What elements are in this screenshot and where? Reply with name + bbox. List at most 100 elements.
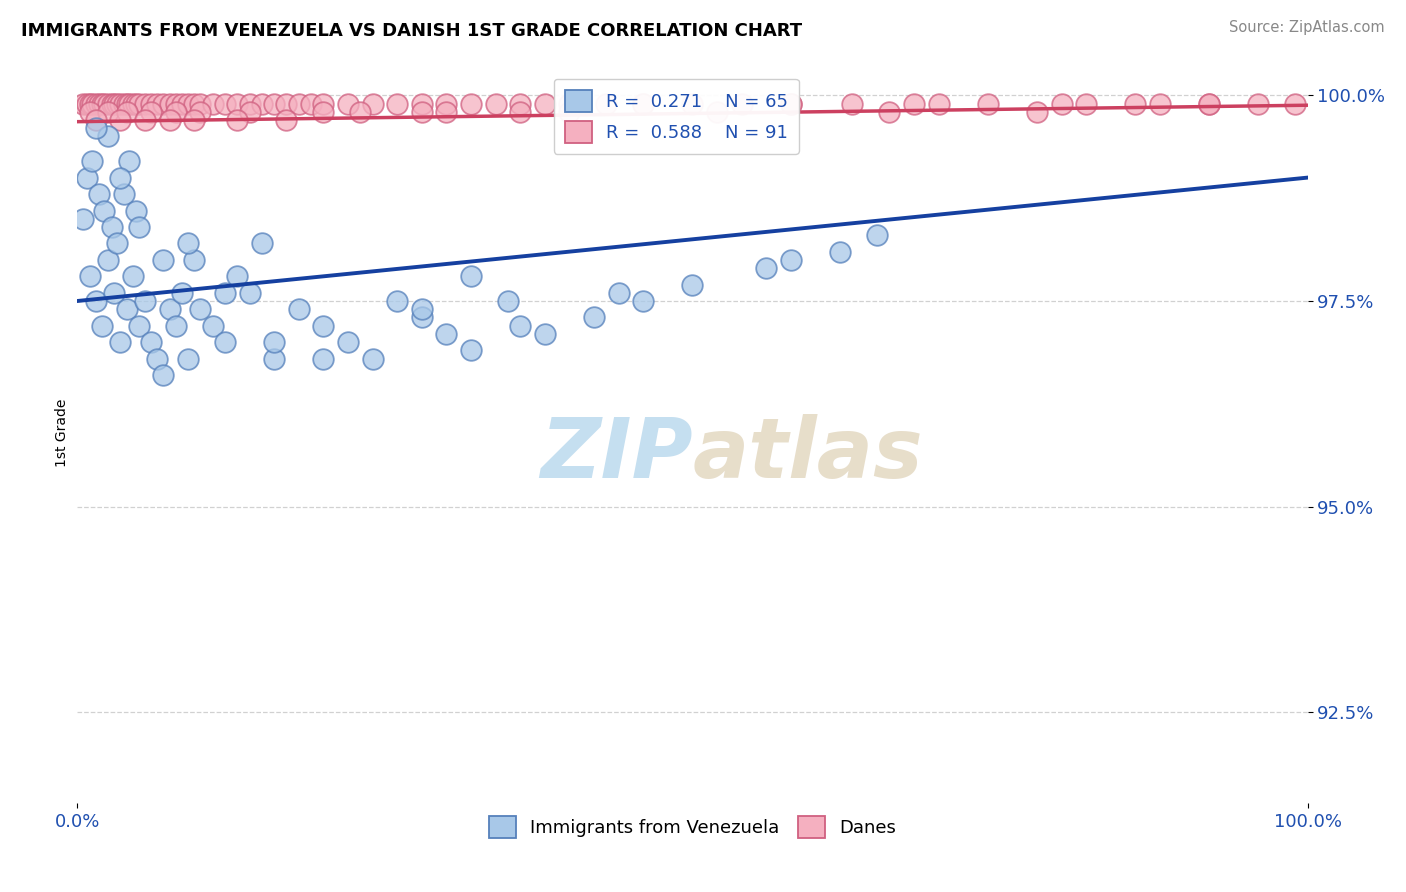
Point xyxy=(141,96,163,111)
Point xyxy=(93,96,115,111)
Point xyxy=(239,285,262,300)
Point xyxy=(411,302,433,317)
Point xyxy=(977,96,1000,111)
Point xyxy=(90,96,114,111)
Point xyxy=(1284,96,1306,111)
Point xyxy=(411,310,433,325)
Point xyxy=(349,104,371,119)
Point xyxy=(411,104,433,119)
Point xyxy=(84,121,107,136)
Point xyxy=(509,96,531,111)
Point xyxy=(903,96,925,111)
Point xyxy=(214,285,236,300)
Point xyxy=(115,302,138,317)
Point xyxy=(121,269,143,284)
Point xyxy=(76,170,98,185)
Point xyxy=(112,187,135,202)
Point xyxy=(103,96,125,111)
Point xyxy=(90,318,114,333)
Text: ZIP: ZIP xyxy=(540,414,693,495)
Point xyxy=(312,318,335,333)
Point xyxy=(288,96,311,111)
Point xyxy=(385,293,409,308)
Point xyxy=(755,261,778,276)
Point xyxy=(312,351,335,366)
Point xyxy=(276,113,298,128)
Point xyxy=(170,96,193,111)
Point xyxy=(79,96,101,111)
Point xyxy=(165,318,187,333)
Point xyxy=(201,318,224,333)
Point xyxy=(79,104,101,119)
Point xyxy=(780,96,803,111)
Point xyxy=(152,252,174,267)
Point xyxy=(633,96,655,111)
Point xyxy=(128,96,150,111)
Point xyxy=(866,228,889,243)
Point xyxy=(534,96,557,111)
Point xyxy=(226,113,249,128)
Point xyxy=(128,219,150,234)
Point xyxy=(134,113,156,128)
Point xyxy=(460,269,482,284)
Point xyxy=(72,211,94,226)
Point xyxy=(682,96,704,111)
Point xyxy=(115,96,138,111)
Point xyxy=(134,96,156,111)
Point xyxy=(177,236,200,251)
Legend: Immigrants from Venezuela, Danes: Immigrants from Venezuela, Danes xyxy=(482,809,903,846)
Point xyxy=(385,96,409,111)
Point xyxy=(633,96,655,111)
Point xyxy=(170,285,193,300)
Point xyxy=(299,96,322,111)
Point xyxy=(141,104,163,119)
Point xyxy=(558,96,581,111)
Point xyxy=(214,335,236,350)
Point xyxy=(312,96,335,111)
Point xyxy=(177,96,200,111)
Point xyxy=(188,104,212,119)
Point xyxy=(276,96,298,111)
Point xyxy=(183,96,205,111)
Point xyxy=(121,96,143,111)
Point xyxy=(101,219,124,234)
Point xyxy=(1076,96,1098,111)
Point xyxy=(159,302,181,317)
Point xyxy=(263,335,285,350)
Point xyxy=(1125,96,1147,111)
Point xyxy=(118,96,141,111)
Point xyxy=(1149,96,1171,111)
Point xyxy=(1026,104,1049,119)
Point xyxy=(509,104,531,119)
Point xyxy=(436,104,458,119)
Point xyxy=(146,96,169,111)
Text: IMMIGRANTS FROM VENEZUELA VS DANISH 1ST GRADE CORRELATION CHART: IMMIGRANTS FROM VENEZUELA VS DANISH 1ST … xyxy=(21,22,803,40)
Point xyxy=(263,96,285,111)
Point xyxy=(1198,96,1220,111)
Point xyxy=(165,96,187,111)
Point xyxy=(97,96,120,111)
Point xyxy=(105,236,128,251)
Point xyxy=(183,113,205,128)
Point xyxy=(82,154,104,169)
Point xyxy=(84,113,107,128)
Point xyxy=(312,104,335,119)
Point xyxy=(101,96,124,111)
Point xyxy=(263,351,285,366)
Point xyxy=(411,96,433,111)
Point xyxy=(118,154,141,169)
Point xyxy=(1050,96,1073,111)
Point xyxy=(128,318,150,333)
Point xyxy=(1247,96,1270,111)
Point xyxy=(110,170,132,185)
Point xyxy=(141,335,163,350)
Point xyxy=(125,96,148,111)
Point xyxy=(436,96,458,111)
Point xyxy=(780,96,803,111)
Point xyxy=(110,113,132,128)
Point xyxy=(337,96,360,111)
Point xyxy=(76,96,98,111)
Point xyxy=(159,113,181,128)
Point xyxy=(93,203,115,218)
Point xyxy=(97,129,120,144)
